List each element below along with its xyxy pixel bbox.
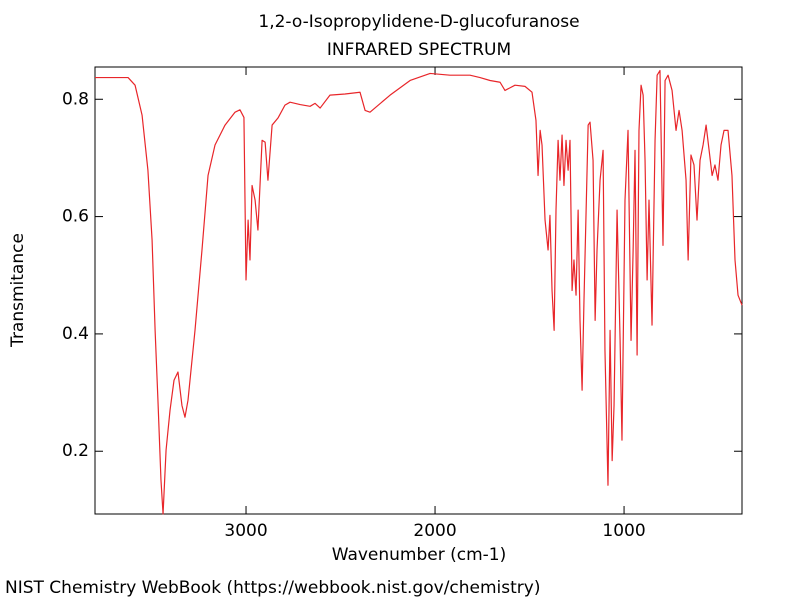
y-axis-label: Transmitance xyxy=(8,233,28,348)
y-tick-label: 0.4 xyxy=(62,324,89,344)
x-axis-label: Wavenumber (cm-1) xyxy=(332,545,507,565)
spectrum-line xyxy=(95,69,743,515)
footer: NIST Chemistry WebBook (https://webbook.… xyxy=(5,578,540,598)
y-tick-label: 0.2 xyxy=(62,441,89,461)
x-tick-label: 3000 xyxy=(224,521,267,541)
y-tick-label: 0.6 xyxy=(62,207,89,227)
plot-frame xyxy=(94,66,743,515)
x-tick-label: 2000 xyxy=(413,521,456,541)
chart-title: 1,2-o-Isopropylidene-D-glucofuranose xyxy=(258,12,579,32)
y-tick-label: 0.8 xyxy=(62,89,89,109)
chart-subtitle: INFRARED SPECTRUM xyxy=(327,40,511,60)
x-tick-label: 1000 xyxy=(602,521,645,541)
